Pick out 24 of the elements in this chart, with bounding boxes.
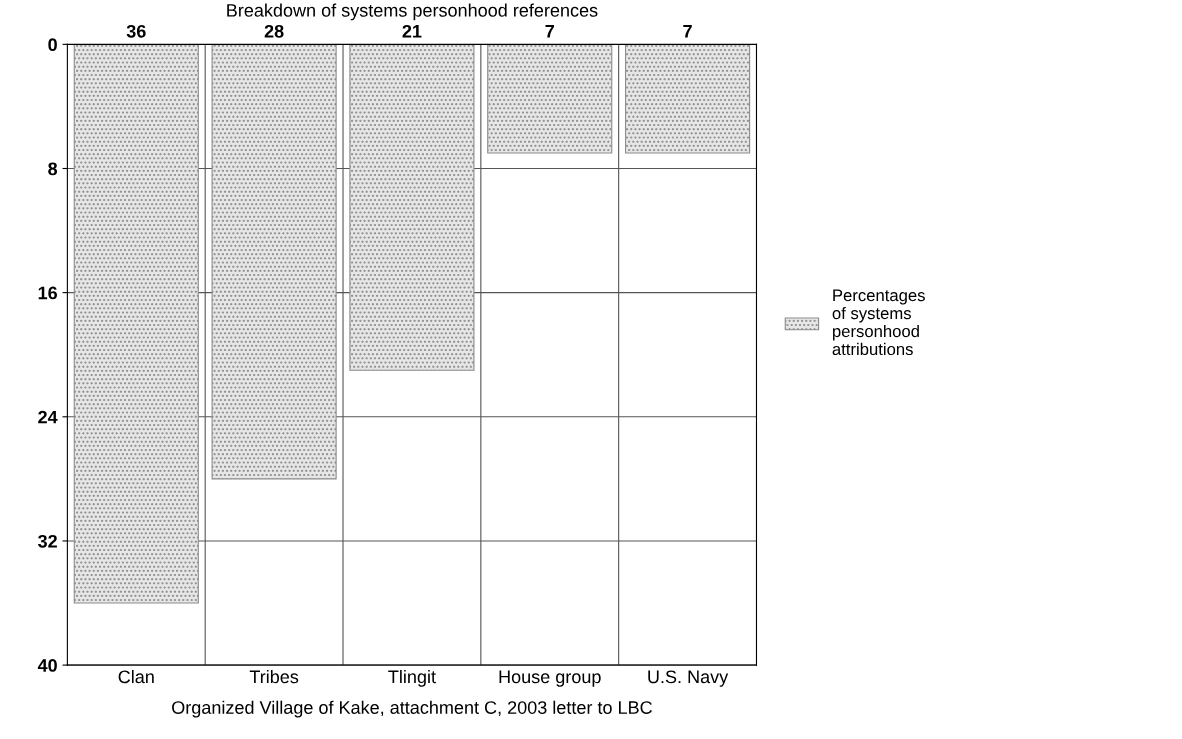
x-axis-title: Organized Village of Kake, attachment C, 2003 letter to LBC [172, 700, 652, 718]
bar [73, 44, 199, 604]
x-tick-label: U.S. Navy [648, 670, 729, 687]
data-label: 21 [402, 24, 422, 38]
y-tick-label: 16 [38, 286, 57, 300]
data-label: 7 [683, 25, 692, 38]
y-tick-label: 24 [38, 410, 58, 424]
data-label: 7 [545, 25, 554, 38]
legend-label: Percentages of systems personhood attributions [832, 289, 925, 356]
bar [349, 44, 475, 371]
y-tick-label: 32 [37, 534, 57, 548]
y-tick-label: 40 [37, 659, 57, 672]
bar [211, 44, 337, 480]
x-tick-label: House group [499, 670, 601, 687]
x-tick-label: Tlingit [388, 669, 436, 687]
data-label: 36 [126, 24, 146, 38]
y-tick-label: 0 [48, 38, 57, 52]
y-tick-label: 8 [48, 162, 58, 176]
bar [624, 44, 751, 154]
x-tick-label: Tribes [249, 669, 299, 684]
data-label: 28 [264, 24, 284, 38]
chart-title: Breakdown of systems personhood references [227, 3, 598, 21]
bar [487, 44, 613, 154]
x-tick-label: Clan [118, 669, 154, 684]
